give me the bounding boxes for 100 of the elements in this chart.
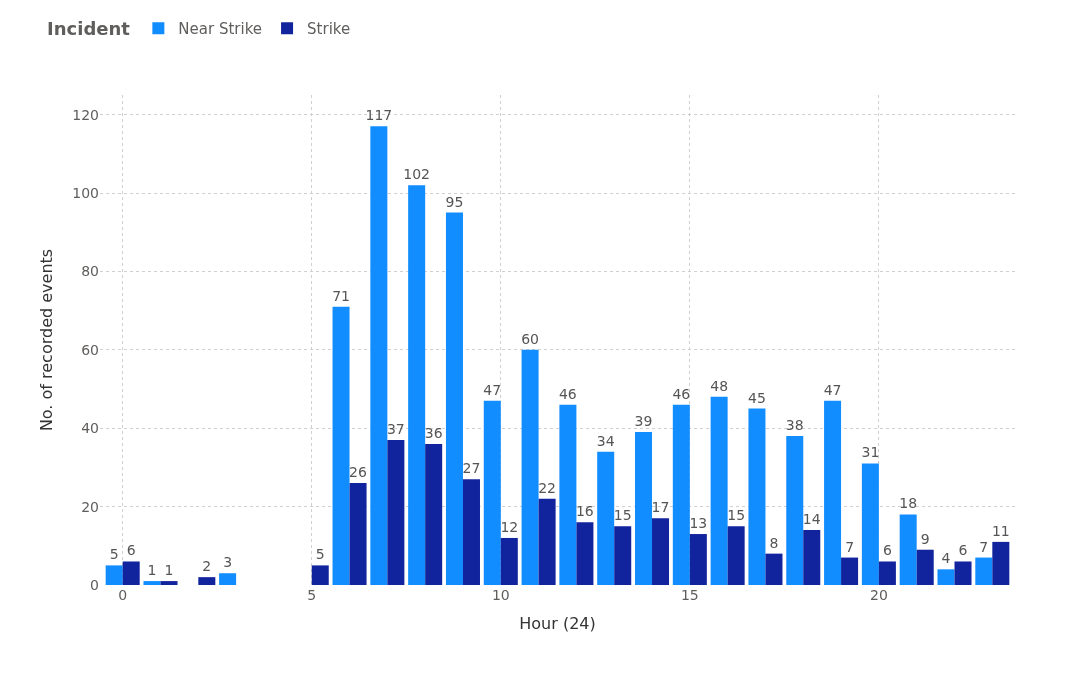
y-tick-label: 20: [81, 498, 99, 515]
data-label: 47: [823, 381, 842, 398]
bar: [521, 349, 539, 585]
data-label: 14: [802, 511, 821, 528]
bar: [462, 479, 480, 585]
x-tick-label: 0: [118, 587, 128, 603]
data-label: 13: [689, 515, 708, 532]
legend-title: Incident: [47, 18, 131, 40]
x-tick-label: 20: [869, 587, 888, 603]
bar: [160, 581, 178, 585]
bar: [710, 396, 728, 585]
bar: [916, 549, 934, 585]
data-label: 95: [445, 193, 464, 210]
data-label: 48: [710, 377, 729, 394]
bar: [614, 526, 632, 585]
bar: [652, 518, 670, 585]
data-label: 71: [332, 287, 350, 304]
data-label: 4: [941, 550, 951, 567]
data-label: 39: [634, 413, 653, 430]
data-label: 5: [315, 546, 325, 563]
bar: [899, 514, 917, 585]
y-axis-title: No. of recorded events: [37, 248, 57, 432]
y-tick-label: 40: [81, 420, 99, 437]
y-tick-label: 80: [81, 263, 99, 280]
bar: [143, 581, 161, 585]
data-label: 45: [748, 389, 766, 406]
bar: [122, 561, 140, 585]
data-label: 38: [785, 417, 804, 434]
data-label: 18: [899, 495, 918, 512]
bar: [332, 306, 350, 585]
data-label: 1: [147, 562, 157, 579]
bar: [803, 530, 821, 585]
y-tick-label: 100: [72, 184, 99, 201]
data-label: 31: [861, 444, 880, 461]
bar: [597, 451, 615, 585]
data-label: 22: [538, 479, 557, 496]
bar: [500, 537, 518, 585]
bar: [576, 522, 594, 585]
data-label: 7: [979, 538, 989, 555]
data-label: 17: [651, 499, 670, 516]
bar: [311, 565, 329, 585]
bar: [992, 541, 1010, 585]
bar: [689, 534, 707, 585]
data-label: 46: [558, 385, 577, 402]
data-label: 117: [365, 107, 393, 124]
y-tick-label: 120: [72, 106, 99, 123]
data-label: 5: [109, 546, 119, 563]
data-label: 15: [727, 507, 746, 524]
data-label: 16: [575, 503, 594, 520]
data-label: 34: [596, 432, 615, 449]
bar: [370, 126, 388, 585]
data-label: 1: [164, 562, 174, 579]
bar: [786, 436, 804, 585]
data-label: 6: [882, 542, 892, 559]
bar: [387, 439, 405, 585]
y-tick-label: 60: [81, 341, 99, 358]
data-label: 6: [958, 542, 968, 559]
data-label: 47: [483, 381, 502, 398]
bar: [559, 404, 577, 585]
x-tick-label: 5: [307, 587, 317, 603]
data-label: 3: [223, 554, 233, 571]
bar: [727, 526, 745, 585]
data-label: 36: [424, 424, 443, 441]
data-label: 11: [991, 522, 1010, 539]
data-label: 12: [500, 518, 519, 535]
bar: [425, 443, 443, 585]
bar: [483, 400, 501, 585]
data-label: 26: [349, 464, 368, 481]
bar: [748, 408, 766, 585]
bar: [408, 185, 426, 585]
bar: [975, 557, 993, 585]
bar: [954, 561, 972, 585]
x-tick-label: 10: [491, 587, 510, 603]
data-label: 6: [126, 542, 136, 559]
x-axis-title: Hour (24): [519, 613, 596, 633]
data-label: 7: [845, 538, 855, 555]
data-label: 60: [521, 330, 539, 347]
bar: [198, 577, 216, 585]
bar: [765, 553, 783, 585]
data-label: 102: [403, 166, 431, 183]
data-label: 27: [462, 460, 481, 477]
bar: [878, 561, 896, 585]
bar: [219, 573, 237, 585]
data-label: 37: [386, 420, 405, 437]
bar: [538, 498, 556, 585]
bar: [445, 212, 463, 585]
x-tick-label: 15: [680, 587, 699, 603]
bar: [672, 404, 690, 585]
bar: [824, 400, 842, 585]
legend-label: Near Strike: [178, 20, 263, 39]
bar: [635, 432, 653, 585]
bar: [861, 463, 879, 585]
bar: [349, 483, 367, 585]
data-label: 9: [920, 530, 930, 547]
data-label: 46: [672, 385, 691, 402]
data-label: 15: [613, 507, 632, 524]
bar: [937, 569, 955, 585]
legend-label: Strike: [307, 20, 351, 39]
bar: [105, 565, 123, 585]
data-label: 2: [202, 558, 212, 575]
